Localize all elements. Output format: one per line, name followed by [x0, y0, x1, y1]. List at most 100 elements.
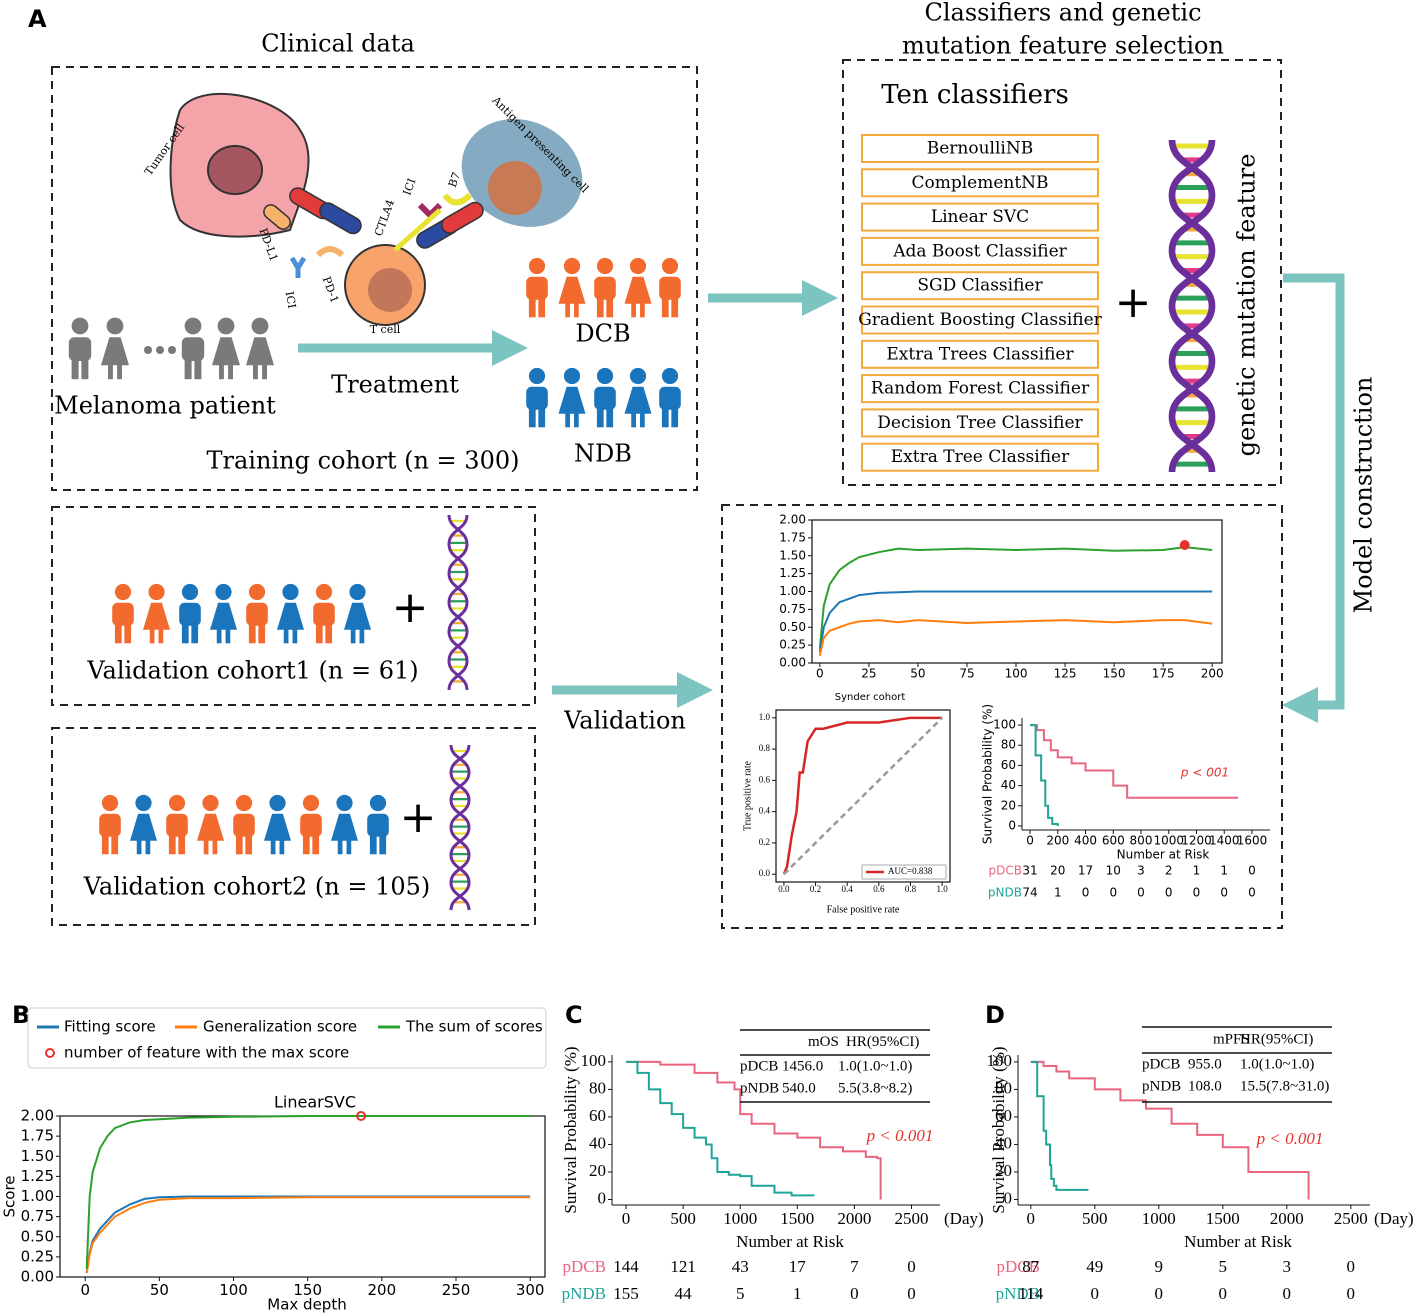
person-icon	[659, 257, 681, 318]
head	[71, 317, 89, 335]
table-header: HR(95%CI)	[846, 1034, 919, 1050]
x-label: Max depth	[267, 1296, 346, 1314]
person-icon	[594, 367, 616, 428]
x-unit: (Day)	[1374, 1209, 1414, 1228]
y-tick-label: 60	[1001, 758, 1016, 772]
box	[51, 66, 698, 491]
table-header: mOS	[808, 1034, 839, 1050]
body	[112, 602, 134, 626]
head	[336, 794, 353, 812]
leg	[538, 298, 546, 318]
body	[197, 813, 224, 841]
risk-value: 5	[1219, 1257, 1228, 1276]
leg	[181, 624, 189, 644]
leg	[114, 624, 122, 644]
leg	[145, 839, 151, 855]
classifier: Extra Tree Classifier	[891, 447, 1070, 467]
y-tick-label: 20	[1001, 798, 1016, 812]
body	[526, 276, 548, 300]
head	[528, 257, 546, 275]
risk-value: 0	[1347, 1284, 1356, 1303]
leg	[346, 839, 352, 855]
x-tick-label: 200	[1201, 666, 1224, 680]
body	[246, 337, 274, 366]
label: DCB	[575, 320, 630, 348]
y-tick-label: 2.00	[21, 1107, 54, 1125]
risk-value: 0	[1248, 864, 1256, 878]
y-tick-label: 100	[581, 1051, 607, 1070]
risk-value: 1	[1193, 864, 1201, 878]
table-cell: 1456.0	[782, 1058, 823, 1074]
label: NDB	[574, 440, 632, 468]
leg	[302, 835, 310, 855]
nucleus	[368, 268, 412, 312]
person-icon	[526, 367, 548, 428]
chart: 0 25 50 75 100 125 150 175 200 0.00 0.25 0.50 0.75 1.…	[779, 513, 1223, 704]
series-line	[85, 1115, 531, 1269]
classifier: Random Forest Classifier	[871, 379, 1090, 399]
person-icon	[68, 317, 92, 380]
y-tick-label: 1.50	[779, 548, 806, 562]
y-tick-label: 20	[995, 1161, 1012, 1180]
x-tick-label: 2000	[1270, 1209, 1304, 1228]
x-label: Synder cohort	[835, 692, 906, 703]
label: Validation cohort2 (n = 105)	[83, 873, 431, 901]
leg	[574, 412, 579, 428]
label: B7	[446, 171, 463, 190]
person-icon	[558, 257, 586, 318]
risk-value: 0	[1220, 886, 1228, 900]
dot	[156, 346, 164, 354]
head	[661, 257, 679, 275]
leg	[235, 835, 243, 855]
leg	[111, 835, 119, 855]
leg	[671, 408, 679, 428]
x-tick-label: 125	[1054, 666, 1077, 680]
leg	[315, 624, 323, 644]
classifier-box	[861, 339, 1099, 369]
leg	[671, 298, 679, 318]
dna-strand	[449, 744, 471, 911]
legend-label: Fitting score	[64, 1018, 156, 1036]
x-tick-label: 0	[1026, 833, 1034, 847]
leg	[124, 624, 132, 644]
person-icon	[331, 794, 358, 855]
person-icon	[112, 583, 134, 644]
table-header: HR(95%CI)	[1240, 1031, 1313, 1047]
label: Model construction	[1350, 377, 1378, 614]
label: ICI	[283, 290, 299, 309]
person-icon	[558, 367, 586, 428]
leg	[149, 628, 155, 644]
head	[184, 317, 202, 335]
legend-box	[27, 1007, 547, 1069]
x-tick-label: 150	[293, 1281, 322, 1299]
body	[367, 813, 389, 837]
head	[251, 317, 269, 335]
y-tick-label: 0.25	[779, 638, 806, 652]
head	[135, 794, 152, 812]
x-tick-label: 500	[1082, 1209, 1108, 1228]
head	[248, 583, 266, 601]
classifier-box	[861, 236, 1099, 266]
body	[143, 602, 170, 630]
leg	[245, 835, 253, 855]
dot	[168, 346, 176, 354]
leg	[228, 363, 233, 380]
risk-name: pDCB	[989, 864, 1022, 878]
risk-value: 17	[789, 1257, 807, 1276]
head	[168, 794, 186, 812]
x-label: Number at Risk	[1117, 848, 1210, 862]
risk-name: pNDB	[988, 886, 1022, 900]
risk-value: 0	[1091, 1284, 1100, 1303]
risk-value: 0	[1137, 886, 1145, 900]
leg	[631, 302, 636, 318]
classifier-box	[861, 168, 1099, 198]
x-tick-label: 175	[1152, 666, 1175, 680]
person-icon	[166, 794, 188, 855]
risk-value: 0	[1219, 1284, 1228, 1303]
x-label: False positive rate	[827, 904, 900, 915]
risk-value: 43	[732, 1257, 749, 1276]
head	[563, 257, 581, 275]
person-icon	[367, 794, 389, 855]
classifier-box	[861, 202, 1099, 232]
